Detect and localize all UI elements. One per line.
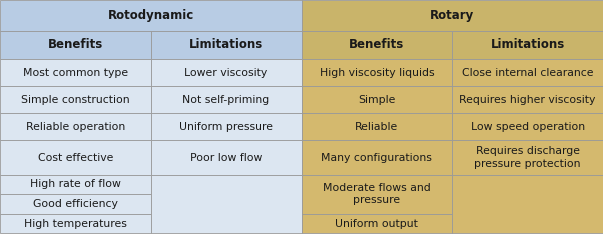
Text: High viscosity liquids: High viscosity liquids [320,67,434,78]
Text: Low speed operation: Low speed operation [470,122,585,132]
Bar [302,31,452,59]
Bar [151,31,302,59]
Text: Limitations: Limitations [490,38,565,51]
Bar [151,140,302,175]
Bar [452,59,603,86]
Bar [302,175,452,214]
Bar [0,175,151,194]
Bar [0,214,151,233]
Text: Close internal clearance: Close internal clearance [462,67,593,78]
Bar [151,86,302,113]
Bar [151,59,302,86]
Bar [302,86,452,113]
Text: Simple: Simple [358,95,396,105]
Text: Simple construction: Simple construction [21,95,130,105]
Text: Many configurations: Many configurations [321,152,432,163]
Text: Requires discharge
pressure protection: Requires discharge pressure protection [475,146,581,169]
Bar [452,113,603,140]
Text: Most common type: Most common type [23,67,128,78]
Bar [302,214,452,233]
Text: Reliable: Reliable [355,122,399,132]
Bar [302,113,452,140]
Text: Poor low flow: Poor low flow [190,152,262,163]
Bar [0,86,151,113]
Text: Requires higher viscosity: Requires higher viscosity [459,95,596,105]
Bar [302,59,452,86]
Bar [302,0,603,31]
Text: Uniform output: Uniform output [335,219,418,229]
Bar [151,113,302,140]
Text: Moderate flows and
pressure: Moderate flows and pressure [323,183,431,205]
Text: Rotodynamic: Rotodynamic [107,9,194,22]
Text: Lower viscosity: Lower viscosity [185,67,268,78]
Text: Uniform pressure: Uniform pressure [179,122,273,132]
Text: Benefits: Benefits [48,38,103,51]
Text: Rotary: Rotary [430,9,475,22]
Bar [0,194,151,214]
Text: High rate of flow: High rate of flow [30,179,121,190]
Text: Good efficiency: Good efficiency [33,199,118,209]
Bar [0,59,151,86]
Text: Cost effective: Cost effective [37,152,113,163]
Text: Benefits: Benefits [349,38,405,51]
Bar [0,140,151,175]
Bar [151,175,302,233]
Bar [452,86,603,113]
Text: Reliable operation: Reliable operation [26,122,125,132]
Bar [302,140,452,175]
Bar [452,140,603,175]
Bar [452,31,603,59]
Bar [0,31,151,59]
Text: Limitations: Limitations [189,38,264,51]
Bar [0,113,151,140]
Bar [452,175,603,233]
Bar [0,0,302,31]
Text: Not self-priming: Not self-priming [183,95,270,105]
Text: High temperatures: High temperatures [24,219,127,229]
